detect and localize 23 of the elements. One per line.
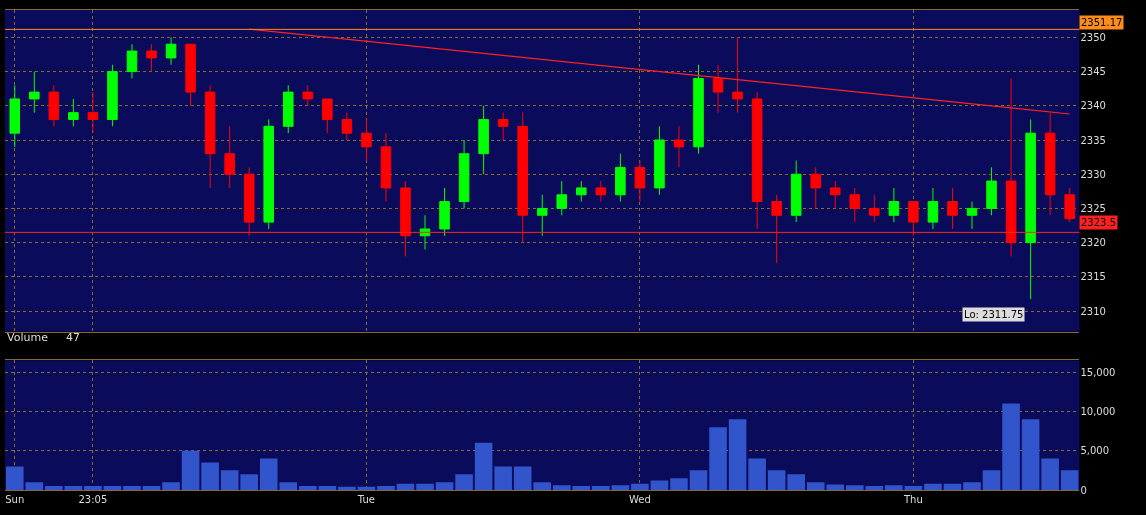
y-tick-label: 5,000 — [1080, 445, 1110, 457]
ref-line-label: 2351.17 — [1081, 17, 1123, 28]
y-tick-label: 2350 — [1080, 31, 1106, 43]
y-tick-label: 2315 — [1080, 271, 1106, 283]
x-tick-label: Thu — [903, 494, 923, 505]
x-tick-label: 23:05 — [78, 494, 108, 505]
y-tick-label: 2345 — [1080, 66, 1106, 78]
x-tick-label: Tue — [356, 494, 375, 505]
chart-title: Volume — [7, 331, 49, 344]
text: 2323.5 — [1081, 217, 1116, 228]
x-tick-label: Wed — [628, 494, 651, 505]
y-tick-label: 2335 — [1080, 134, 1106, 146]
y-tick-label: 0 — [1080, 484, 1087, 496]
y-tick-label: 15,000 — [1080, 366, 1116, 378]
y-tick-label: 2320 — [1080, 237, 1106, 249]
annotation: 47 — [66, 331, 80, 344]
y-tick-label: 2330 — [1080, 168, 1106, 180]
annotation: Lo: 2311.75 — [964, 309, 1024, 320]
y-tick-label: 10,000 — [1080, 405, 1116, 417]
y-tick-label: 2310 — [1080, 305, 1106, 317]
y-tick-label: 2340 — [1080, 100, 1106, 112]
x-tick-label: Sun — [5, 494, 25, 505]
y-tick-label: 2325 — [1080, 202, 1106, 214]
